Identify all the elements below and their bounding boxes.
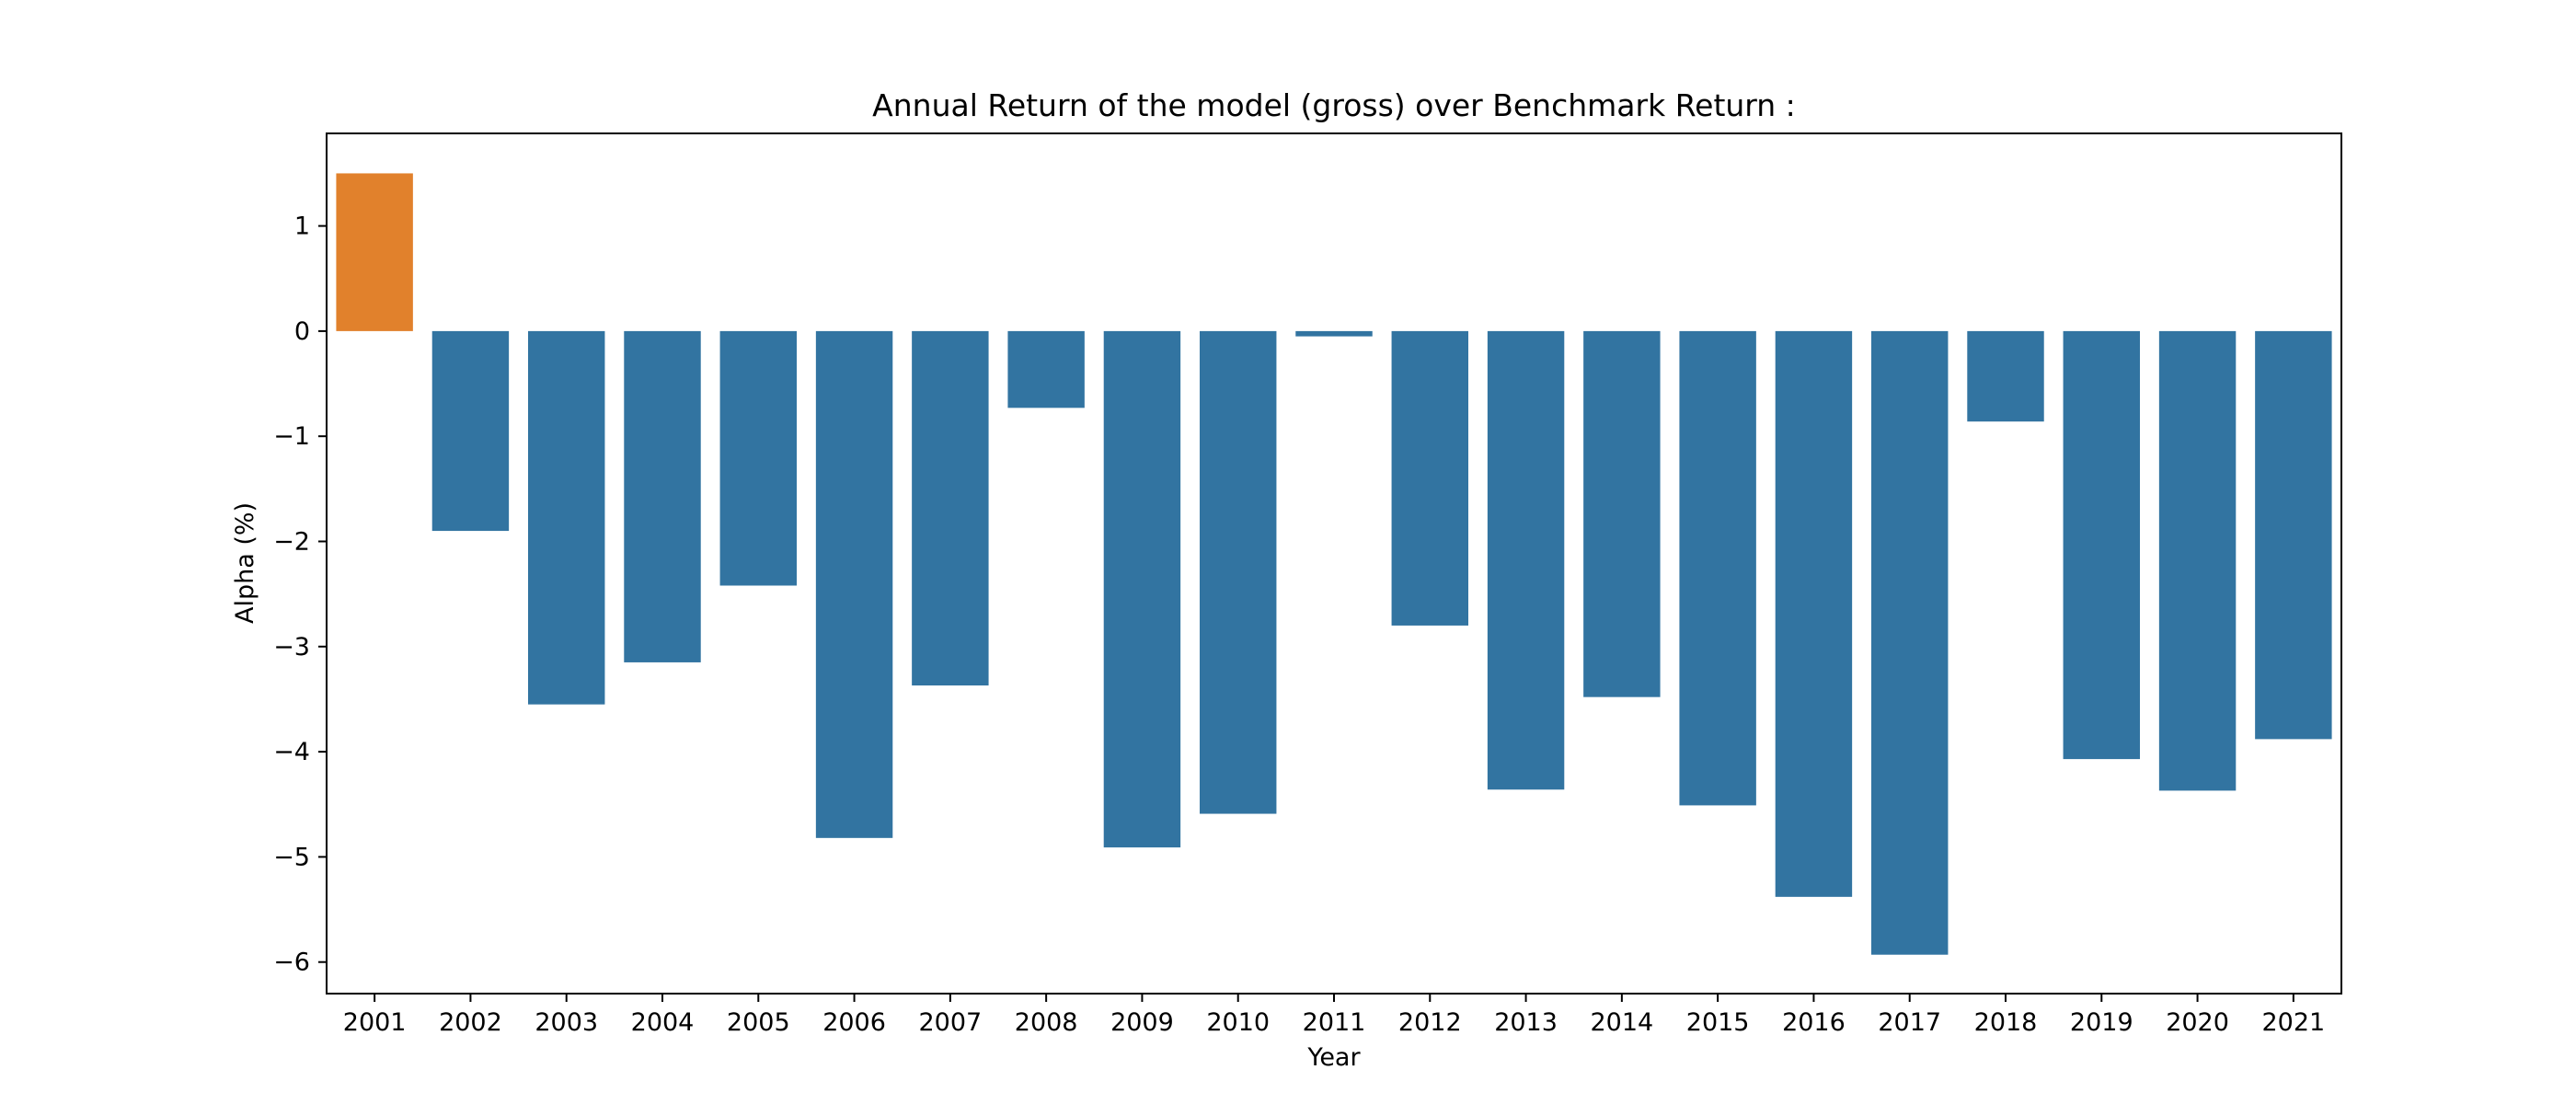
x-tick-label: 2002: [439, 1008, 502, 1037]
x-tick-label: 2020: [2166, 1008, 2229, 1037]
x-axis: 2001 2002 2003 2004 2005 2006 2007 2008 2009 2010…: [343, 994, 2325, 1037]
bar-2004: [624, 330, 701, 662]
bar-2014: [1583, 330, 1661, 697]
x-tick-label: 2014: [1591, 1008, 1654, 1037]
y-tick-label: −5: [273, 843, 310, 871]
bar-2012: [1391, 330, 1468, 626]
bar-2009: [1103, 330, 1181, 848]
y-tick-label: −1: [273, 422, 310, 451]
bar-2001: [336, 173, 413, 331]
x-axis-title: Year: [1306, 1043, 1361, 1072]
x-tick-label: 2010: [1206, 1008, 1270, 1037]
x-tick-label: 2001: [343, 1008, 407, 1037]
x-tick-label: 2017: [1878, 1008, 1941, 1037]
bar-2008: [1007, 330, 1085, 408]
y-tick-label: 0: [294, 317, 310, 346]
bar-2003: [528, 330, 605, 705]
x-tick-label: 2021: [2262, 1008, 2326, 1037]
bar-2016: [1775, 330, 1853, 897]
bars-layer: [336, 173, 2332, 955]
bar-2011: [1295, 330, 1373, 337]
x-tick-label: 2018: [1974, 1008, 2038, 1037]
bar-2017: [1871, 330, 1949, 955]
bar-2002: [431, 330, 510, 532]
bar-2007: [912, 330, 989, 686]
bar-2013: [1487, 330, 1565, 790]
x-tick-label: 2007: [919, 1008, 983, 1037]
bar-2018: [1967, 330, 2044, 422]
y-tick-label: 1: [294, 213, 310, 241]
bar-2015: [1679, 330, 1756, 806]
x-tick-label: 2006: [822, 1008, 886, 1037]
y-tick-label: −4: [273, 738, 310, 766]
bar-2020: [2158, 330, 2237, 791]
x-tick-label: 2011: [1303, 1008, 1366, 1037]
x-tick-label: 2016: [1782, 1008, 1846, 1037]
bar-2019: [2063, 330, 2140, 760]
bar-2010: [1200, 330, 1277, 814]
x-tick-label: 2009: [1110, 1008, 1174, 1037]
bar-2021: [2255, 330, 2332, 740]
x-tick-label: 2004: [631, 1008, 695, 1037]
x-tick-label: 2003: [535, 1008, 598, 1037]
bar-2005: [719, 330, 797, 586]
y-tick-label: −6: [273, 949, 310, 977]
x-tick-label: 2015: [1686, 1008, 1750, 1037]
x-tick-label: 2012: [1398, 1008, 1462, 1037]
y-axis: 1 0 −1 −2 −3 −4 −5 −6: [273, 213, 327, 977]
x-tick-label: 2019: [2070, 1008, 2133, 1037]
x-tick-label: 2008: [1015, 1008, 1078, 1037]
chart-title: Annual Return of the model (gross) over …: [872, 87, 1796, 123]
y-tick-label: −2: [273, 528, 310, 557]
x-tick-label: 2013: [1494, 1008, 1558, 1037]
bar-2006: [815, 330, 893, 838]
y-axis-title: Alpha (%): [231, 502, 259, 624]
x-tick-label: 2005: [727, 1008, 790, 1037]
y-tick-label: −3: [273, 633, 310, 661]
